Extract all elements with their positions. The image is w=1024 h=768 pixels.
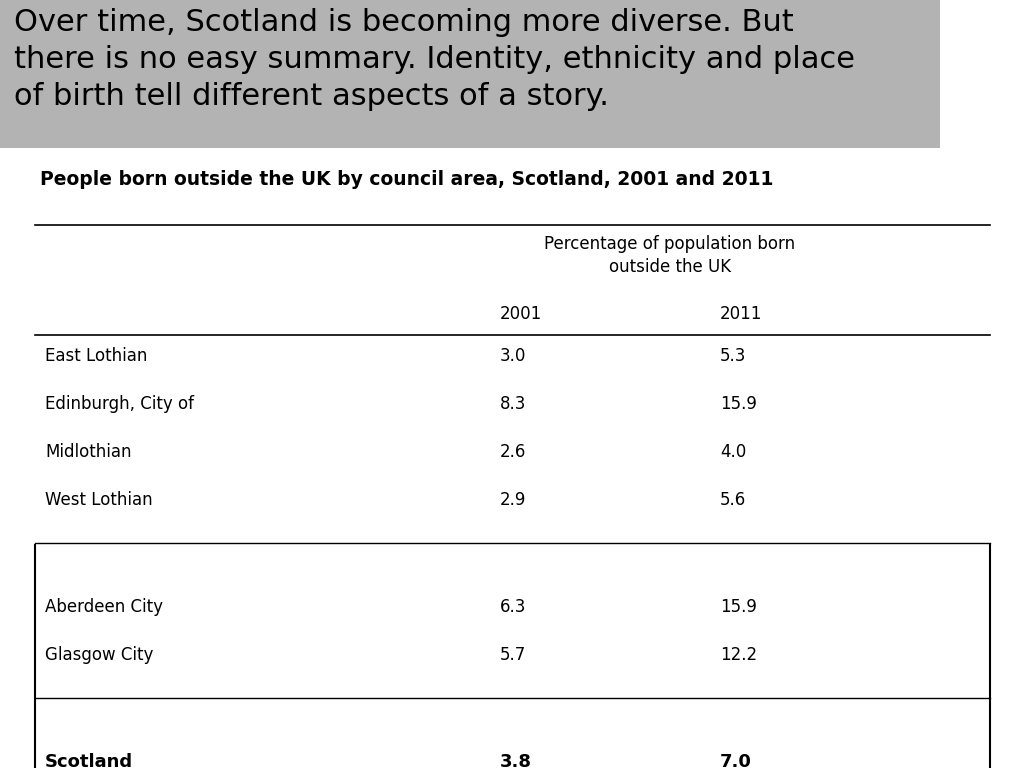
Text: West Lothian: West Lothian xyxy=(45,491,153,509)
Text: 2001: 2001 xyxy=(500,305,543,323)
Text: Midlothian: Midlothian xyxy=(45,443,131,461)
Text: Edinburgh, City of: Edinburgh, City of xyxy=(45,395,194,413)
Bar xyxy=(0,0,940,148)
Text: 6.3: 6.3 xyxy=(500,598,526,616)
Text: 2011: 2011 xyxy=(720,305,763,323)
Text: 5.6: 5.6 xyxy=(720,491,746,509)
Text: Glasgow City: Glasgow City xyxy=(45,646,154,664)
Text: 2.6: 2.6 xyxy=(500,443,526,461)
Text: 15.9: 15.9 xyxy=(720,395,757,413)
Text: 12.2: 12.2 xyxy=(720,646,757,664)
Text: 5.3: 5.3 xyxy=(720,347,746,365)
Text: 3.0: 3.0 xyxy=(500,347,526,365)
Text: Percentage of population born
outside the UK: Percentage of population born outside th… xyxy=(545,235,796,276)
Text: 3.8: 3.8 xyxy=(500,753,532,768)
Text: 7.0: 7.0 xyxy=(720,753,752,768)
Text: 5.7: 5.7 xyxy=(500,646,526,664)
Text: 15.9: 15.9 xyxy=(720,598,757,616)
Text: East Lothian: East Lothian xyxy=(45,347,147,365)
Text: 4.0: 4.0 xyxy=(720,443,746,461)
Text: 2.9: 2.9 xyxy=(500,491,526,509)
Text: Over time, Scotland is becoming more diverse. But
there is no easy summary. Iden: Over time, Scotland is becoming more div… xyxy=(14,8,855,111)
Text: Aberdeen City: Aberdeen City xyxy=(45,598,163,616)
Text: People born outside the UK by council area, Scotland, 2001 and 2011: People born outside the UK by council ar… xyxy=(40,170,773,189)
Text: Scotland: Scotland xyxy=(45,753,133,768)
Text: 8.3: 8.3 xyxy=(500,395,526,413)
